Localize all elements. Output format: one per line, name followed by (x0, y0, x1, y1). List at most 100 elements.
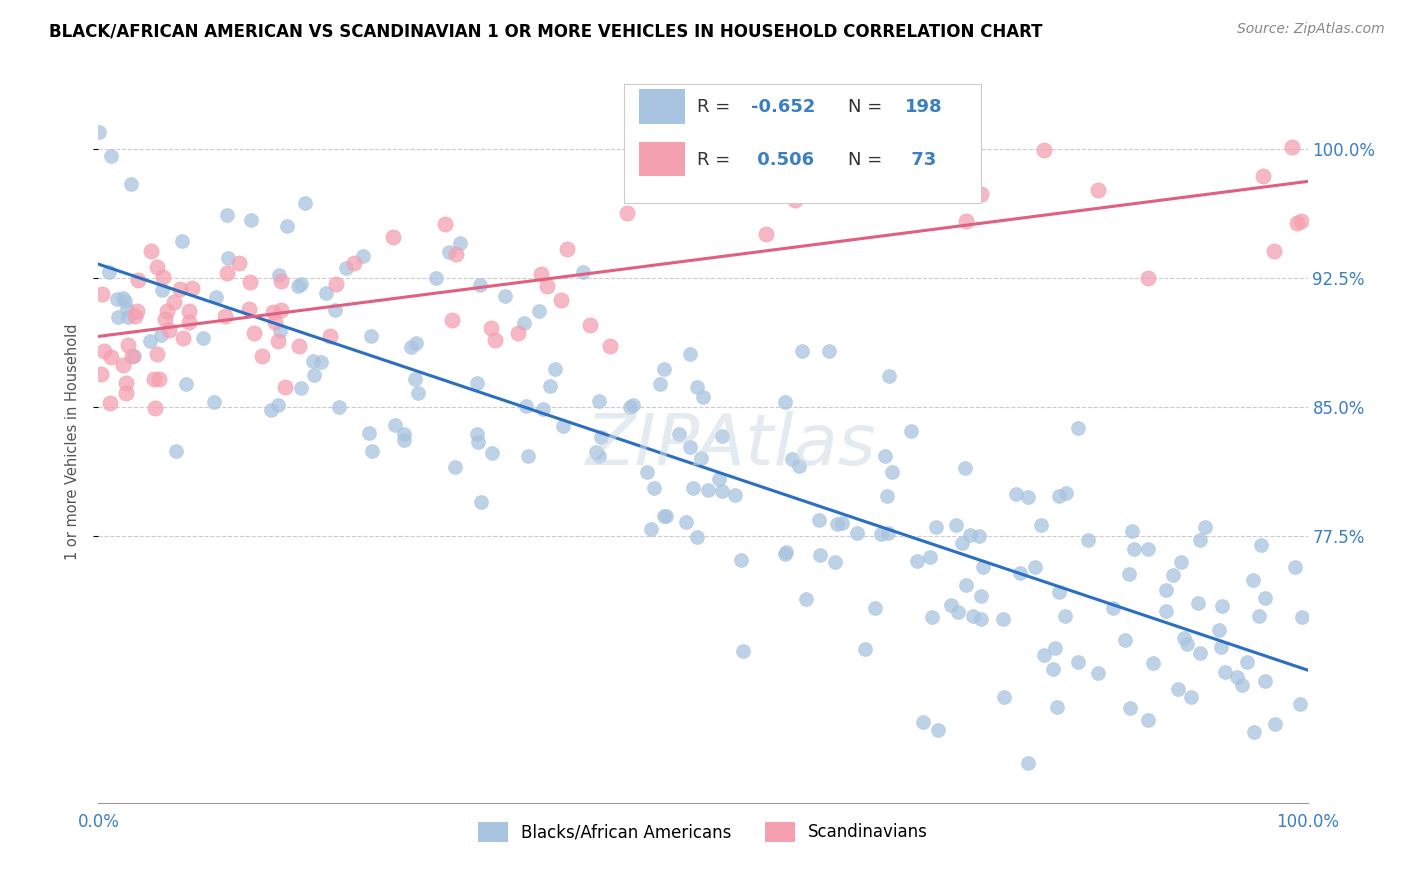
Point (900, 424, 922, 438)
Point (105, 292, 128, 306)
Point (1029, 518, 1052, 533)
Point (1119, 700, 1142, 714)
Point (172, 331, 194, 345)
Point (1054, 609, 1077, 624)
Text: R =: R = (697, 98, 735, 116)
Point (1032, 648, 1054, 663)
Point (780, 451, 803, 466)
Point (437, 244, 460, 259)
Point (515, 399, 537, 413)
Point (91, 286, 114, 301)
Point (465, 376, 488, 390)
Point (443, 460, 465, 475)
Point (1243, 725, 1265, 739)
Point (817, 344, 839, 359)
Point (165, 443, 187, 458)
Point (440, 312, 463, 326)
Point (405, 336, 427, 351)
Point (1087, 665, 1109, 680)
FancyBboxPatch shape (638, 89, 685, 124)
Point (918, 550, 941, 565)
Point (643, 481, 665, 495)
Point (1263, 244, 1285, 259)
Text: 0.506: 0.506 (751, 151, 814, 169)
Point (143, 401, 166, 416)
Point (724, 487, 747, 501)
Point (343, 256, 366, 270)
Point (875, 449, 897, 463)
Point (686, 380, 709, 394)
Point (1187, 596, 1209, 610)
Point (449, 235, 471, 250)
Point (121, 349, 143, 363)
Text: 198: 198 (905, 98, 942, 116)
Point (530, 267, 553, 281)
Point (679, 440, 702, 454)
Point (217, 266, 239, 280)
Point (1047, 585, 1070, 599)
Point (180, 281, 202, 295)
Point (853, 642, 876, 657)
Point (1118, 567, 1140, 582)
Point (959, 528, 981, 542)
Point (925, 520, 948, 534)
Point (1286, 216, 1309, 230)
Legend: Blacks/African Americans, Scandinavians: Blacks/African Americans, Scandinavians (471, 815, 935, 848)
Point (145, 260, 167, 274)
Point (619, 401, 641, 415)
Point (217, 208, 239, 222)
Point (950, 536, 973, 550)
Point (124, 349, 146, 363)
Point (1226, 670, 1249, 684)
Point (972, 560, 994, 574)
Point (107, 310, 129, 325)
Point (1247, 609, 1270, 624)
Point (274, 380, 297, 394)
Point (716, 115, 738, 129)
Point (870, 527, 893, 541)
Point (621, 398, 644, 412)
Y-axis label: 1 or more Vehicles in Household: 1 or more Vehicles in Household (65, 323, 80, 560)
Point (319, 328, 342, 343)
Point (260, 402, 283, 417)
Point (808, 548, 831, 562)
Point (1066, 420, 1088, 434)
Point (238, 301, 260, 316)
Point (679, 346, 702, 360)
Point (262, 304, 284, 318)
Point (150, 283, 173, 297)
Text: N =: N = (848, 98, 889, 116)
Point (352, 249, 374, 263)
Point (1156, 603, 1178, 617)
Point (640, 522, 662, 536)
Point (1211, 599, 1233, 613)
Point (127, 303, 149, 318)
Point (269, 324, 291, 338)
Point (153, 312, 176, 326)
Point (1123, 542, 1146, 557)
Point (1251, 169, 1274, 184)
Point (905, 554, 928, 568)
Point (294, 196, 316, 211)
Point (941, 598, 963, 612)
Point (117, 310, 139, 324)
Point (682, 481, 704, 495)
Point (845, 526, 868, 541)
Point (955, 213, 977, 227)
Point (962, 609, 984, 624)
Point (252, 349, 274, 363)
Point (955, 461, 977, 475)
Point (1136, 271, 1159, 285)
Point (323, 302, 346, 317)
Point (148, 371, 170, 385)
Text: BLACK/AFRICAN AMERICAN VS SCANDINAVIAN 1 OR MORE VEHICLES IN HOUSEHOLD CORRELATI: BLACK/AFRICAN AMERICAN VS SCANDINAVIAN 1… (49, 22, 1043, 40)
Point (512, 316, 534, 330)
Point (1289, 697, 1312, 711)
Point (636, 465, 658, 479)
Point (335, 260, 357, 275)
Point (536, 279, 558, 293)
Point (730, 553, 752, 567)
Point (1170, 555, 1192, 569)
Point (179, 314, 201, 328)
Point (1046, 700, 1069, 714)
